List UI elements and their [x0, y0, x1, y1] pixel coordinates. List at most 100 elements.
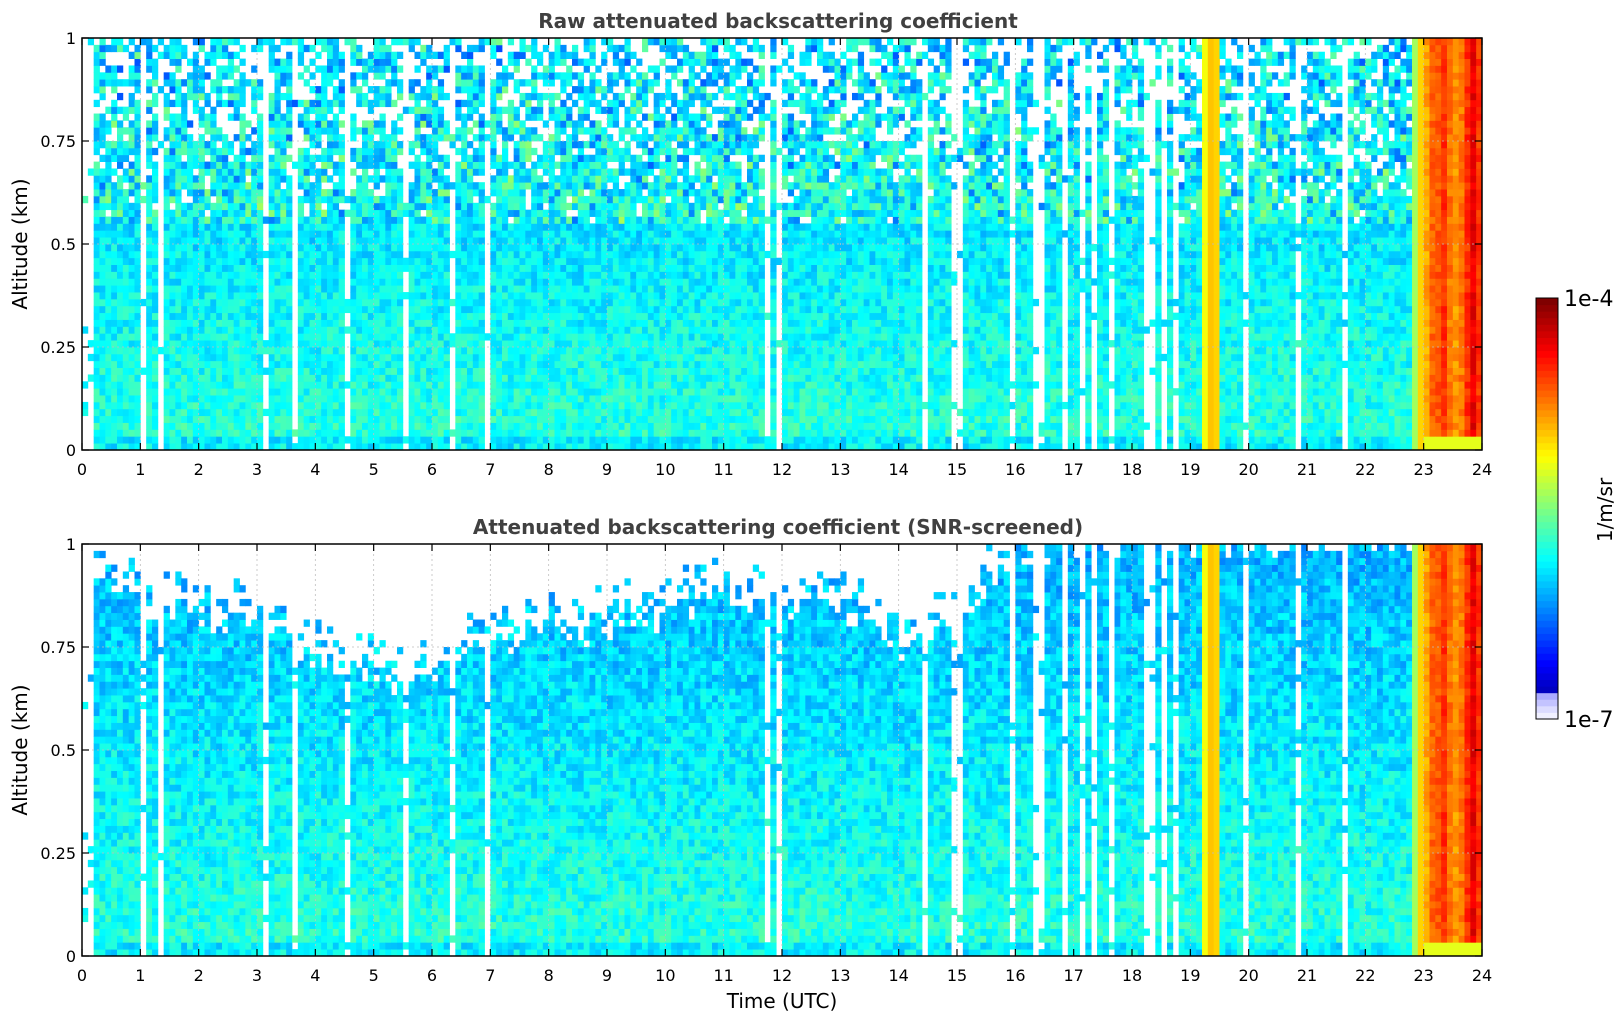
heatmap-cell: [128, 285, 135, 293]
heatmap-cell: [379, 429, 386, 437]
heatmap-cell: [408, 401, 415, 410]
heatmap-cell: [426, 216, 433, 224]
heatmap-cell: [122, 415, 130, 423]
heatmap-cell: [134, 319, 141, 327]
heatmap-cell: [111, 388, 118, 396]
heatmap-cell: [227, 202, 235, 211]
heatmap-cell: [146, 244, 153, 252]
heatmap-cell: [117, 65, 124, 73]
heatmap-cell: [233, 182, 240, 190]
heatmap-cell: [595, 189, 602, 197]
heatmap-cell: [659, 257, 666, 265]
heatmap-cell: [315, 353, 322, 362]
heatmap-cell: [222, 134, 229, 142]
heatmap-cell: [566, 298, 573, 307]
heatmap-cell: [274, 127, 281, 135]
heatmap-cell: [437, 189, 445, 197]
heatmap-cell: [525, 79, 532, 87]
heatmap-cell: [397, 244, 404, 252]
heatmap-cell: [315, 106, 322, 114]
heatmap-cell: [443, 264, 450, 272]
heatmap-cell: [449, 250, 456, 259]
heatmap-cell: [566, 244, 573, 252]
heatmap-cell: [391, 388, 398, 396]
heatmap-cell: [286, 429, 293, 437]
heatmap-cell: [122, 278, 130, 286]
heatmap-cell: [309, 223, 316, 231]
heatmap-cell: [262, 38, 270, 46]
heatmap-cell: [426, 161, 433, 169]
heatmap-cell: [152, 195, 159, 204]
heatmap-cell: [146, 340, 153, 348]
heatmap-cell: [99, 278, 106, 286]
heatmap-cell: [490, 401, 497, 410]
heatmap-cell: [496, 38, 503, 46]
heatmap-cell: [274, 79, 281, 87]
heatmap-cell: [420, 374, 427, 382]
heatmap-cell: [572, 374, 579, 382]
heatmap-cell: [548, 134, 555, 142]
heatmap-cell: [251, 271, 258, 279]
heatmap-cell: [338, 154, 345, 162]
heatmap-cell: [187, 415, 194, 423]
heatmap-cell: [414, 65, 421, 73]
heatmap-cell: [513, 244, 520, 252]
heatmap-cell: [181, 216, 188, 224]
heatmap-cell: [122, 223, 130, 231]
heatmap-cell: [408, 429, 415, 437]
heatmap-cell: [222, 271, 229, 279]
heatmap-cell: [472, 86, 480, 94]
heatmap-cell: [222, 415, 229, 423]
heatmap-cell: [583, 333, 590, 341]
heatmap-cell: [204, 127, 211, 135]
heatmap-cell: [519, 367, 526, 375]
heatmap-cell: [642, 408, 649, 417]
heatmap-cell: [653, 298, 660, 307]
heatmap-cell: [455, 278, 462, 286]
heatmap-cell: [554, 51, 561, 59]
heatmap-cell: [472, 79, 480, 87]
heatmap-cell: [163, 72, 170, 80]
heatmap-cell: [478, 79, 485, 87]
heatmap-cell: [268, 58, 275, 66]
heatmap-cell: [490, 292, 497, 300]
heatmap-cell: [391, 154, 398, 162]
heatmap-cell: [385, 44, 392, 53]
heatmap-cell: [531, 395, 538, 403]
heatmap-cell: [169, 223, 176, 231]
heatmap-cell: [513, 223, 520, 231]
heatmap-cell: [163, 113, 170, 121]
heatmap-cell: [152, 401, 159, 410]
heatmap-cell: [443, 92, 450, 101]
heatmap-cell: [525, 408, 532, 417]
heatmap-cell: [595, 333, 602, 341]
heatmap-cell: [257, 257, 264, 265]
heatmap-cell: [297, 147, 305, 156]
heatmap-cell: [187, 154, 194, 162]
heatmap-cell: [233, 278, 240, 286]
heatmap-cell: [93, 189, 100, 197]
heatmap-cell: [373, 401, 380, 410]
heatmap-cell: [146, 99, 153, 108]
heatmap-cell: [268, 264, 275, 272]
heatmap-cell: [280, 292, 287, 300]
heatmap-cell: [519, 99, 526, 108]
heatmap-cell: [391, 319, 398, 327]
heatmap-cell: [624, 401, 631, 410]
heatmap-cell: [577, 154, 585, 162]
heatmap-cell: [478, 271, 485, 279]
heatmap-cell: [647, 134, 655, 142]
heatmap-cell: [268, 44, 275, 53]
heatmap-cell: [385, 175, 392, 183]
heatmap-cell: [379, 141, 386, 149]
heatmap-cell: [245, 209, 252, 217]
heatmap-cell: [461, 415, 468, 423]
heatmap-cell: [111, 292, 118, 300]
heatmap-cell: [391, 422, 398, 430]
heatmap-cell: [437, 340, 445, 348]
heatmap-cell: [642, 292, 649, 300]
heatmap-cell: [432, 51, 439, 59]
heatmap-cell: [152, 250, 159, 259]
heatmap-cell: [192, 401, 200, 410]
heatmap-cell: [239, 120, 246, 128]
